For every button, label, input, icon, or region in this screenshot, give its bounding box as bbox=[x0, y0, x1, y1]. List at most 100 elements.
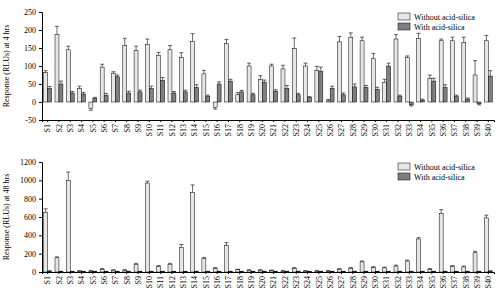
bar bbox=[115, 271, 119, 272]
x-tick: S1 bbox=[43, 120, 52, 132]
x-tick: S21 bbox=[269, 120, 278, 136]
error-bar bbox=[452, 37, 453, 41]
error-cap bbox=[127, 91, 131, 92]
x-tick: S6 bbox=[100, 120, 109, 132]
error-cap bbox=[228, 271, 232, 272]
error-cap bbox=[371, 266, 375, 267]
error-bar bbox=[45, 209, 46, 213]
bar bbox=[383, 82, 387, 102]
tick-mark bbox=[397, 272, 398, 274]
error-cap bbox=[262, 271, 266, 272]
bar bbox=[168, 264, 172, 272]
error-cap bbox=[281, 65, 285, 66]
bar bbox=[405, 261, 409, 272]
error-cap bbox=[93, 97, 97, 98]
tick-mark bbox=[194, 120, 195, 122]
x-tick: S34 bbox=[416, 120, 425, 136]
bar bbox=[473, 253, 477, 272]
error-cap bbox=[360, 37, 364, 38]
x-tick: S30 bbox=[371, 120, 380, 136]
error-bar bbox=[388, 63, 389, 66]
error-cap bbox=[55, 256, 59, 257]
tick-label: S11 bbox=[156, 124, 165, 136]
bar bbox=[319, 71, 323, 102]
error-bar bbox=[373, 53, 374, 58]
x-tick: S30 bbox=[371, 272, 380, 288]
tick-label: S19 bbox=[247, 276, 256, 288]
y-tick: -50 bbox=[25, 116, 42, 125]
error-cap bbox=[353, 84, 357, 85]
error-bar bbox=[260, 76, 261, 80]
tick-mark bbox=[47, 272, 48, 274]
x-tick: S28 bbox=[349, 120, 358, 136]
tick-label: S8 bbox=[123, 124, 132, 132]
tick-mark bbox=[375, 120, 376, 122]
x-tick: S1 bbox=[43, 272, 52, 284]
bar bbox=[330, 271, 334, 272]
x-tick: S34 bbox=[416, 272, 425, 288]
tick-mark bbox=[443, 120, 444, 122]
error-cap bbox=[337, 36, 341, 37]
x-tick: S12 bbox=[168, 120, 177, 136]
tick-mark bbox=[39, 235, 42, 236]
bar bbox=[281, 271, 285, 272]
tick-mark bbox=[420, 272, 421, 274]
error-cap bbox=[466, 98, 470, 99]
tick-mark bbox=[92, 272, 93, 274]
tick-mark bbox=[296, 120, 297, 122]
tick-mark bbox=[262, 272, 263, 274]
bar bbox=[315, 71, 319, 102]
x-tick: S18 bbox=[236, 120, 245, 136]
error-bar bbox=[181, 245, 182, 248]
error-cap bbox=[454, 271, 458, 272]
tick-mark bbox=[171, 272, 172, 274]
bar bbox=[285, 271, 289, 272]
plot-area bbox=[44, 26, 493, 110]
error-cap bbox=[168, 45, 172, 46]
error-cap bbox=[149, 271, 153, 272]
error-bar bbox=[124, 38, 125, 45]
error-cap bbox=[168, 263, 172, 264]
error-cap bbox=[398, 95, 402, 96]
x-tick: S39 bbox=[473, 272, 482, 288]
error-bar bbox=[332, 86, 333, 88]
bar bbox=[145, 44, 149, 102]
tick-mark bbox=[364, 120, 365, 122]
tick-label: S28 bbox=[349, 276, 358, 288]
x-tick: S12 bbox=[168, 272, 177, 288]
x-tick: S20 bbox=[258, 120, 267, 136]
bar bbox=[202, 258, 206, 272]
bar bbox=[462, 43, 466, 102]
legend-label: Without acid-silica bbox=[414, 163, 475, 172]
tick-mark bbox=[284, 120, 285, 122]
axis-line bbox=[43, 121, 495, 123]
tick-mark bbox=[205, 272, 206, 274]
error-cap bbox=[274, 89, 278, 90]
error-cap bbox=[304, 270, 308, 271]
error-cap bbox=[443, 271, 447, 272]
bar bbox=[262, 271, 266, 272]
bar bbox=[371, 59, 375, 102]
y-axis-title: Response (RLUs) at 4 hrs bbox=[2, 25, 11, 108]
error-bar bbox=[151, 86, 152, 88]
tick-label: S17 bbox=[224, 124, 233, 136]
bar bbox=[78, 88, 82, 102]
y-tick: 400 bbox=[24, 231, 42, 240]
x-tick: S4 bbox=[77, 120, 86, 132]
tick-label: S12 bbox=[168, 276, 177, 288]
tick-mark bbox=[443, 272, 444, 274]
tick-mark bbox=[39, 102, 42, 103]
tick-mark bbox=[81, 120, 82, 122]
error-cap bbox=[191, 33, 195, 34]
tick-mark bbox=[318, 120, 319, 122]
bar bbox=[191, 42, 195, 102]
tick-label: S25 bbox=[315, 124, 324, 136]
bar bbox=[304, 66, 308, 102]
bar bbox=[145, 183, 149, 272]
error-cap bbox=[206, 271, 210, 272]
error-cap bbox=[285, 85, 289, 86]
tick-label: S8 bbox=[123, 276, 132, 284]
error-cap bbox=[115, 271, 119, 272]
bar bbox=[466, 271, 470, 272]
error-cap bbox=[398, 271, 402, 272]
